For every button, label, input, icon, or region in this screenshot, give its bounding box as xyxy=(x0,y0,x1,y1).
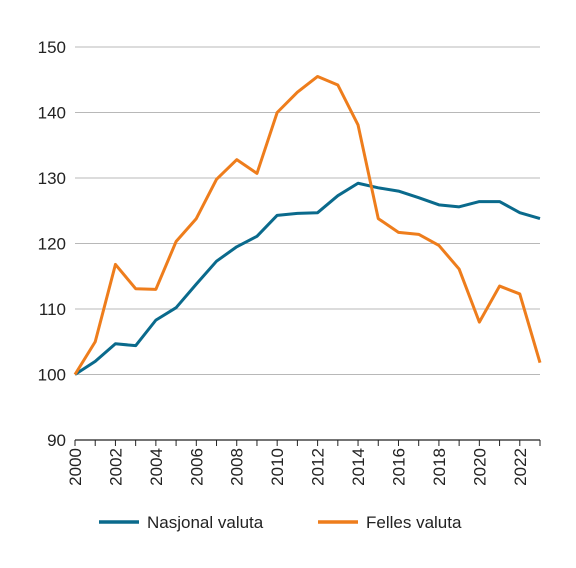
gridlines xyxy=(75,46,540,375)
y-tick-label: 100 xyxy=(38,366,66,385)
legend-item-nasjonal-valuta: Nasjonal valuta xyxy=(99,513,264,532)
legend-item-felles-valuta: Felles valuta xyxy=(318,513,462,532)
x-tick-label: 2008 xyxy=(228,448,247,486)
legend: Nasjonal valuta Felles valuta xyxy=(99,513,462,532)
x-tick-label: 2004 xyxy=(147,448,166,486)
x-tick-label: 2006 xyxy=(187,448,206,486)
x-tick-label: 2012 xyxy=(309,448,328,486)
x-tick-label: 2022 xyxy=(511,448,530,486)
x-tick-label: 2002 xyxy=(106,448,125,486)
x-tick-label: 2018 xyxy=(430,448,449,486)
y-axis-labels: 90 100 110 120 130 140 150 xyxy=(38,38,66,450)
y-tick-label: 140 xyxy=(38,104,66,123)
legend-label: Felles valuta xyxy=(366,513,462,532)
y-tick-label: 90 xyxy=(47,431,66,450)
y-tick-label: 130 xyxy=(38,169,66,188)
y-tick-label: 120 xyxy=(38,235,66,254)
y-tick-label: 110 xyxy=(39,300,66,319)
series-line-felles-valuta xyxy=(73,74,542,376)
x-tick-label: 2020 xyxy=(470,448,489,486)
x-tick-label: 2000 xyxy=(66,448,85,486)
series-lines xyxy=(73,74,542,376)
x-axis: 2000 2002 2004 2006 2008 2010 2012 2014 2016 2018… xyxy=(66,439,541,486)
x-tick-label: 2014 xyxy=(349,448,368,486)
series-line-nasjonal-valuta xyxy=(74,181,541,376)
y-tick-label: 150 xyxy=(38,38,66,57)
legend-label: Nasjonal valuta xyxy=(147,513,264,532)
x-tick-label: 2016 xyxy=(389,448,408,486)
x-tick-label: 2010 xyxy=(268,448,287,486)
